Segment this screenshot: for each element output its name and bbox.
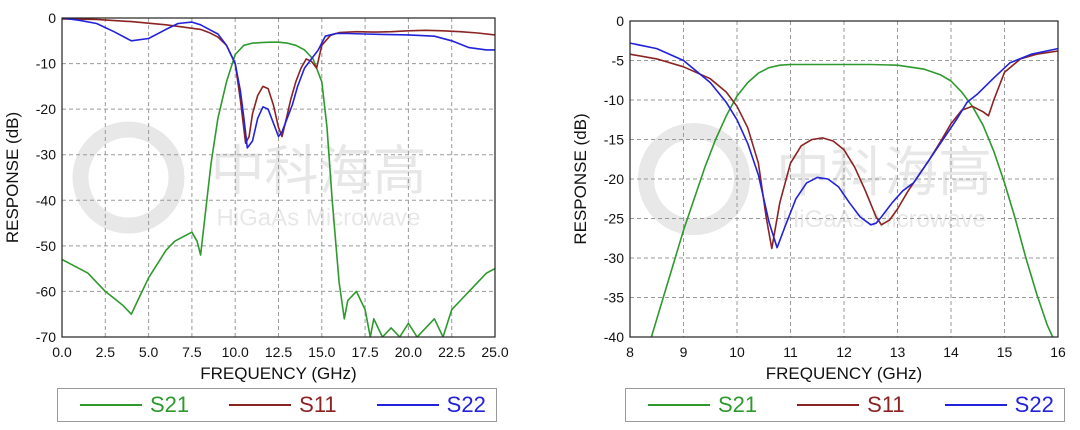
- watermark-en: HiGaAs Microwave: [782, 206, 986, 233]
- legend-swatch-s22: [376, 404, 439, 406]
- plot-frame: [629, 20, 1059, 338]
- y-tick-label: -25: [604, 211, 624, 227]
- y-tick-label: -30: [36, 147, 56, 163]
- x-tick-label: 22.5: [438, 344, 465, 360]
- legend-item-s21: S21: [80, 392, 189, 418]
- series-line-s21: [650, 63, 1054, 337]
- x-axis-label: FREQUENCY (GHz): [200, 364, 356, 383]
- legend-item-s22: S22: [376, 392, 486, 418]
- legend-right: S21 S11 S22: [625, 388, 1065, 422]
- x-tick-label: 20.0: [395, 344, 422, 360]
- y-tick-label: -20: [604, 171, 624, 187]
- x-tick-label: 0.0: [52, 344, 72, 360]
- y-tick-label: -15: [604, 132, 624, 148]
- y-tick-label: -60: [36, 283, 56, 299]
- x-axis-label: FREQUENCY (GHz): [766, 364, 922, 383]
- plot-frame: [61, 17, 496, 338]
- y-tick-label: 0: [616, 13, 624, 29]
- legend-item-s21: S21: [648, 392, 757, 418]
- y-tick-label: -10: [36, 56, 56, 72]
- legend-label-s11: S11: [299, 392, 337, 417]
- legend-item-s22: S22: [944, 392, 1054, 418]
- legend-swatch-s11: [229, 404, 292, 406]
- y-tick-label: -5: [612, 53, 625, 69]
- legend-label-s21: S21: [718, 392, 758, 417]
- watermark-cn: 中科海高: [776, 141, 992, 204]
- legend-label-s11: S11: [867, 392, 905, 417]
- series-line-s22: [62, 18, 495, 149]
- y-tick-label: -35: [604, 290, 624, 306]
- y-axis-label: RESPONSE (dB): [571, 113, 590, 244]
- x-tick-label: 5.0: [139, 344, 159, 360]
- y-tick-label: -10: [604, 92, 624, 108]
- series-group: [62, 18, 495, 337]
- legend-swatch-s11: [797, 404, 860, 406]
- series-line-s11: [630, 50, 1058, 250]
- x-tick-label: 13: [890, 344, 906, 360]
- x-tick-label: 11: [783, 344, 798, 360]
- series-line-s11: [62, 18, 495, 145]
- x-tick-label: 16: [1050, 344, 1066, 360]
- x-tick-label: 14: [943, 344, 959, 360]
- legend-label-s22: S22: [1014, 392, 1054, 417]
- y-tick-label: -40: [604, 329, 624, 345]
- x-tick-label: 17.5: [351, 344, 378, 360]
- legend-item-s11: S11: [229, 392, 337, 418]
- legend-swatch-s21: [648, 404, 710, 406]
- x-tick-label: 9: [680, 344, 688, 360]
- x-tick-label: 8: [626, 344, 634, 360]
- watermark-en: HiGaAs Microwave: [216, 205, 420, 232]
- legend-item-s11: S11: [797, 392, 905, 418]
- y-axis-label: RESPONSE (dB): [3, 112, 22, 243]
- watermark-logo: [72, 121, 185, 234]
- x-tick-label: 10.0: [222, 344, 249, 360]
- x-tick-label: 12.5: [265, 344, 292, 360]
- series-line-s22: [630, 42, 1058, 249]
- legend-label-s21: S21: [150, 392, 190, 417]
- series-group: [630, 42, 1058, 337]
- series-line-s21: [62, 41, 495, 337]
- legend-swatch-s22: [944, 404, 1007, 406]
- y-tick-label: -20: [36, 101, 56, 117]
- y-tick-label: -70: [36, 329, 56, 345]
- legend-swatch-s21: [80, 404, 142, 406]
- x-tick-label: 12: [836, 344, 852, 360]
- legend-label-s22: S22: [446, 392, 486, 417]
- y-tick-label: 0: [48, 10, 56, 26]
- x-tick-label: 7.5: [182, 344, 202, 360]
- legend-left: S21 S11 S22: [57, 388, 497, 422]
- x-tick-label: 15.0: [308, 344, 335, 360]
- y-tick-label: -50: [36, 238, 56, 254]
- watermark-cn: 中科海高: [211, 140, 427, 203]
- x-tick-label: 25.0: [481, 344, 508, 360]
- y-tick-label: -40: [36, 192, 56, 208]
- y-tick-label: -30: [604, 250, 624, 266]
- x-tick-label: 10: [729, 344, 745, 360]
- x-tick-label: 2.5: [96, 344, 116, 360]
- x-tick-label: 15: [997, 344, 1013, 360]
